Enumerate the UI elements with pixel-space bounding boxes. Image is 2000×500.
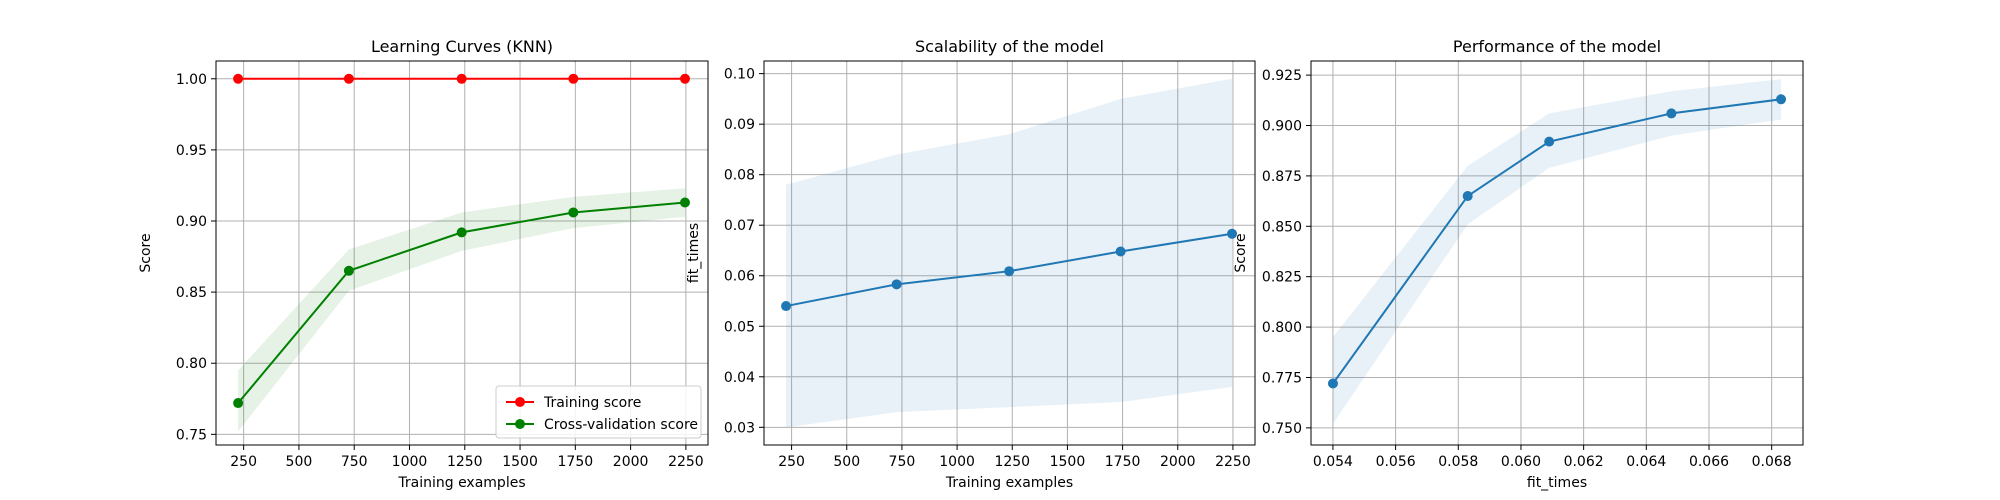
y-tick-label: 0.85 (176, 285, 207, 301)
x-tick-label: 0.056 (1376, 454, 1416, 470)
y-tick-label: 0.03 (724, 420, 755, 436)
y-tick-label: 0.95 (176, 143, 207, 159)
x-tick-label: 0.062 (1564, 454, 1604, 470)
chart-title: Scalability of the model (915, 37, 1104, 56)
y-tick-label: 0.875 (1262, 169, 1302, 185)
legend-label: Cross-validation score (544, 417, 698, 433)
data-point (1004, 266, 1015, 277)
data-point (343, 265, 354, 276)
x-tick-label: 0.054 (1313, 454, 1353, 470)
x-tick-label: 0.060 (1501, 454, 1541, 470)
legend-box (495, 385, 702, 439)
x-tick-label: 250 (778, 454, 805, 470)
y-tick-label: 0.90 (176, 214, 207, 230)
data-point (568, 207, 579, 218)
y-axis-label: Score (138, 233, 154, 272)
y-tick-label: 0.775 (1262, 370, 1302, 386)
chart-panel-3: 0.054 0.056 0.058 0.060 0.062 0.064 0.066 0.068… (1233, 37, 1804, 491)
y-tick-label: 0.05 (724, 319, 755, 335)
y-tick-label: 0.925 (1262, 68, 1302, 84)
y-tick-label: 0.900 (1262, 119, 1302, 135)
x-tick-label: 2000 (1160, 454, 1196, 470)
data-point (1666, 108, 1677, 119)
data-point (680, 73, 691, 84)
x-axis-label: Training examples (397, 475, 525, 491)
x-tick-label: 0.068 (1752, 454, 1792, 470)
x-tick-label: 750 (889, 454, 916, 470)
chart-title: Performance of the model (1453, 37, 1661, 56)
x-axis-label: Training examples (945, 475, 1073, 491)
data-point (1115, 246, 1126, 257)
x-axis-label: fit_times (1527, 475, 1587, 491)
legend: Training score Cross-validation score (495, 385, 702, 439)
y-tick-label: 1.00 (176, 72, 207, 88)
y-tick-label: 0.09 (724, 117, 755, 133)
x-tick-label: 0.066 (1689, 454, 1729, 470)
x-tick-label: 1250 (447, 454, 483, 470)
legend-label: Training score (543, 395, 641, 411)
x-tick-label: 2250 (668, 454, 704, 470)
data-point (233, 398, 244, 409)
data-point (1462, 191, 1473, 202)
x-tick-label: 0.064 (1626, 454, 1666, 470)
legend-swatch-marker (515, 397, 525, 407)
data-point (1776, 94, 1787, 105)
x-tick-label: 500 (286, 454, 313, 470)
y-tick-label: 0.04 (724, 370, 755, 386)
y-tick-label: 0.850 (1262, 219, 1302, 235)
chart-title: Learning Curves (KNN) (371, 37, 553, 56)
confidence-band (1332, 79, 1782, 424)
data-point (456, 227, 467, 238)
axes-frame (215, 60, 709, 446)
x-tick-label: 1750 (1105, 454, 1141, 470)
y-tick-label: 0.750 (1262, 421, 1302, 437)
x-tick-label: 1000 (939, 454, 975, 470)
y-tick-label: 0.10 (724, 67, 755, 83)
x-tick-label: 1000 (392, 454, 428, 470)
axes-frame (1310, 60, 1804, 446)
x-tick-label: 1500 (502, 454, 538, 470)
y-axis-label: fit_times (686, 223, 702, 283)
x-tick-label: 250 (230, 454, 257, 470)
x-tick-label: 2000 (613, 454, 649, 470)
chart-panel-1: 250 500 750 1000 1250 1500 1750 2000 2250 0.75 0.8… (138, 37, 709, 491)
y-tick-label: 0.800 (1262, 320, 1302, 336)
y-tick-label: 0.06 (724, 269, 755, 285)
y-tick-label: 0.80 (176, 356, 207, 372)
x-tick-label: 0.058 (1438, 454, 1478, 470)
y-tick-label: 0.825 (1262, 270, 1302, 286)
data-point (343, 73, 354, 84)
x-tick-label: 2250 (1215, 454, 1251, 470)
axes-frame (763, 60, 1256, 446)
y-tick-label: 0.08 (724, 168, 755, 184)
y-tick-label: 0.07 (724, 218, 755, 234)
x-tick-label: 500 (833, 454, 860, 470)
chart-panel-2: 250 500 750 1000 1250 1500 1750 2000 2250 0.03 0.0… (686, 37, 1256, 491)
y-axis-label: Score (1233, 233, 1249, 272)
data-point (891, 279, 902, 290)
data-point (1227, 228, 1238, 239)
data-point (680, 197, 691, 208)
data-point (456, 73, 467, 84)
x-tick-label: 1750 (558, 454, 594, 470)
y-tick-label: 0.75 (176, 427, 207, 443)
data-point (781, 301, 792, 312)
confidence-band (786, 78, 1233, 428)
data-point (1327, 378, 1338, 389)
x-tick-label: 1250 (994, 454, 1030, 470)
data-point (568, 73, 579, 84)
legend-swatch-marker (515, 419, 525, 429)
data-point (233, 73, 244, 84)
x-tick-label: 1500 (1050, 454, 1086, 470)
data-point (1544, 136, 1555, 147)
x-tick-label: 750 (341, 454, 368, 470)
